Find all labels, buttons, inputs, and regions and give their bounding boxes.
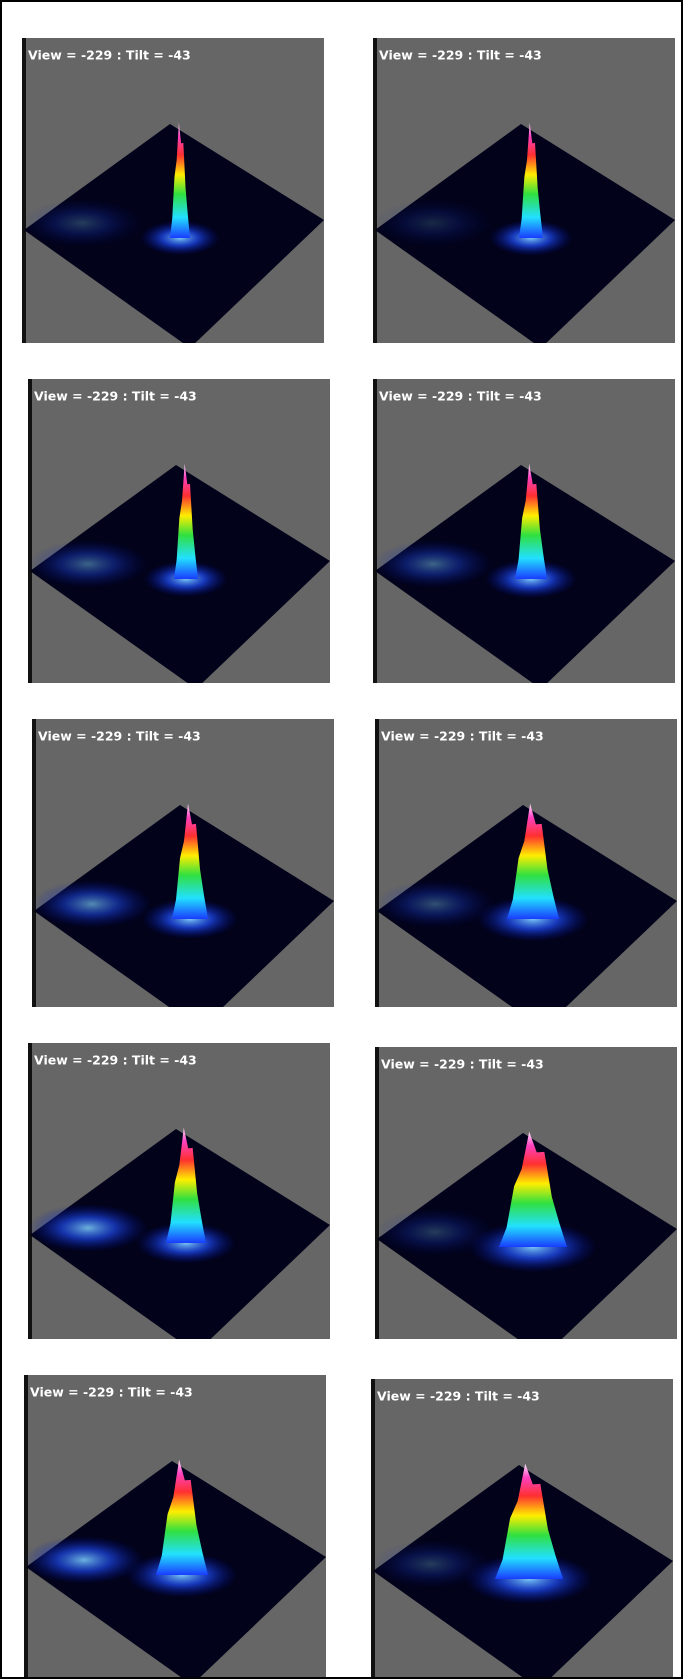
table-cell: View = -229 : Tilt = -43	[1, 686, 352, 1039]
plot-edge	[28, 379, 32, 699]
left-haze	[373, 540, 493, 588]
left-haze	[22, 199, 142, 247]
left-haze	[28, 1204, 148, 1252]
plot-edge	[24, 1375, 28, 1679]
plot-image: View = -229 : Tilt = -43	[373, 38, 675, 358]
table-cell: View = -229 : Tilt = -43	[1, 1010, 352, 1363]
plot-image: View = -229 : Tilt = -43	[32, 719, 334, 1039]
left-haze	[32, 880, 152, 928]
plot-edge	[375, 719, 379, 1039]
view-label: View = -229 : Tilt = -43	[381, 729, 544, 744]
left-haze	[375, 880, 495, 928]
plot-edge	[371, 1379, 375, 1679]
left-haze	[373, 199, 493, 247]
plot-image: View = -229 : Tilt = -43	[28, 1043, 330, 1363]
table-cell: View = -229 : Tilt = -43	[1, 1, 352, 358]
view-label: View = -229 : Tilt = -43	[379, 389, 542, 404]
view-label: View = -229 : Tilt = -43	[381, 1057, 544, 1072]
view-label: View = -229 : Tilt = -43	[379, 48, 542, 63]
left-haze	[28, 540, 148, 588]
plot-image: View = -229 : Tilt = -43	[375, 719, 677, 1039]
view-label: View = -229 : Tilt = -43	[38, 729, 201, 744]
plot-image: View = -229 : Tilt = -43	[28, 379, 330, 699]
table-cell: View = -229 : Tilt = -43	[354, 1010, 682, 1367]
left-haze	[24, 1536, 144, 1584]
table-cell: View = -229 : Tilt = -43	[1, 346, 352, 699]
view-label: View = -229 : Tilt = -43	[34, 389, 197, 404]
plot-image: View = -229 : Tilt = -43	[373, 379, 675, 699]
view-label: View = -229 : Tilt = -43	[30, 1385, 193, 1400]
plot-edge	[373, 379, 377, 699]
plot-edge	[373, 38, 377, 358]
plot-edge	[32, 719, 36, 1039]
plot-image: View = -229 : Tilt = -43	[371, 1379, 673, 1679]
plot-image: View = -229 : Tilt = -43	[375, 1047, 677, 1367]
table-cell: View = -229 : Tilt = -43	[354, 686, 682, 1039]
image-table: View = -229 : Tilt = -43 View = -229 : Ti…	[0, 0, 683, 1679]
table-cell: View = -229 : Tilt = -43	[354, 1342, 682, 1679]
table-cell: View = -229 : Tilt = -43	[354, 1, 682, 358]
plot-edge	[28, 1043, 32, 1363]
view-label: View = -229 : Tilt = -43	[28, 48, 191, 63]
view-label: View = -229 : Tilt = -43	[377, 1389, 540, 1404]
table-cell: View = -229 : Tilt = -43	[354, 346, 682, 699]
plot-image: View = -229 : Tilt = -43	[24, 1375, 326, 1679]
plot-image: View = -229 : Tilt = -43	[22, 38, 324, 358]
plot-edge	[22, 38, 26, 358]
plot-edge	[375, 1047, 379, 1367]
table-cell: View = -229 : Tilt = -43	[1, 1342, 352, 1679]
view-label: View = -229 : Tilt = -43	[34, 1053, 197, 1068]
